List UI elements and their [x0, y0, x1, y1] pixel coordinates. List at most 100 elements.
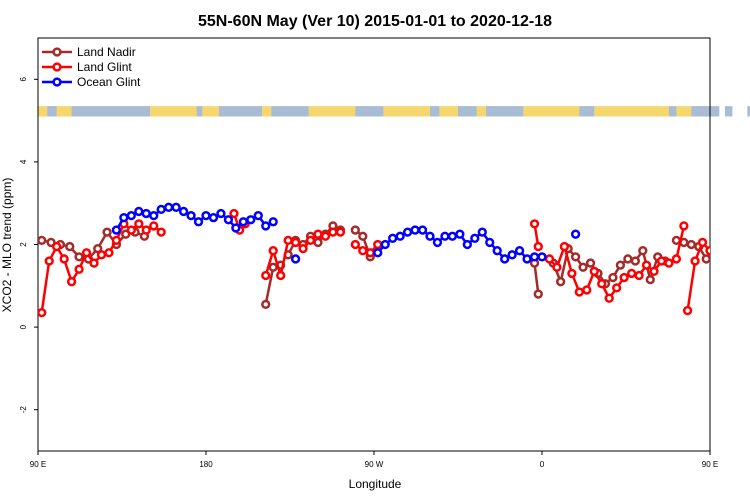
strip-ocean-block [196, 106, 203, 117]
data-point-ocean-glint [470, 233, 480, 243]
data-point-land-glint [290, 237, 301, 248]
series-line-ocean-glint [729, 207, 750, 228]
data-point-ocean-glint [141, 208, 151, 219]
data-point-ocean-glint [149, 210, 159, 221]
data-point-ocean-glint [388, 233, 398, 243]
data-point-ocean-glint [492, 246, 502, 256]
y-tick-label: 6 [19, 77, 28, 82]
data-point-ocean-glint [178, 206, 189, 217]
data-point-land-glint [141, 225, 151, 235]
data-point-land-glint [104, 248, 114, 258]
data-point-land-nadir [615, 260, 626, 270]
strip-ocean-block [668, 106, 677, 117]
data-point-ocean-glint [208, 213, 219, 223]
data-point-land-glint [305, 235, 316, 246]
data-point-land-glint [96, 250, 107, 260]
data-point-land-glint [365, 248, 375, 258]
legend-label: Land Nadir [77, 45, 136, 59]
strip-ocean-block [579, 106, 595, 117]
data-point-land-glint [705, 246, 710, 256]
data-point-land-nadir [556, 277, 566, 287]
y-tick-label: -2 [19, 406, 28, 414]
data-point-ocean-glint [164, 202, 174, 212]
x-tick-label: 0 [540, 460, 545, 469]
data-point-ocean-glint [522, 254, 532, 264]
data-point-ocean-glint [485, 237, 495, 248]
strip-ocean-block [430, 106, 440, 117]
data-point-land-glint [373, 239, 383, 250]
data-point-ocean-glint [410, 225, 420, 235]
data-point-ocean-glint [126, 210, 136, 221]
data-point-ocean-glint [462, 239, 472, 250]
data-point-land-glint [59, 254, 69, 264]
data-point-ocean-glint [740, 212, 747, 219]
x-tick-label: 90 E [702, 460, 718, 469]
data-point-ocean-glint [290, 254, 301, 264]
data-point-land-glint [619, 272, 629, 283]
data-point-land-nadir [718, 249, 725, 256]
data-point-ocean-glint [268, 217, 278, 227]
data-point-ocean-glint [156, 204, 166, 215]
data-point-ocean-glint [134, 206, 144, 217]
strip-ocean-block [691, 106, 720, 117]
data-point-land-glint [229, 208, 239, 219]
data-point-land-glint [283, 235, 293, 246]
data-point-ocean-glint [477, 227, 487, 237]
data-point-land-glint [714, 278, 721, 285]
data-point-land-glint [574, 287, 584, 297]
data-point-ocean-glint [193, 217, 204, 227]
data-point-land-glint [533, 241, 543, 252]
data-point-land-nadir [313, 237, 323, 248]
data-point-land-nadir [268, 262, 278, 272]
chart-title: 55N-60N May (Ver 10) 2015-01-01 to 2020-… [198, 13, 552, 30]
strip-ocean-block [458, 106, 477, 117]
series-layer [38, 202, 750, 318]
data-point-land-nadir [93, 243, 103, 254]
data-point-ocean-glint [514, 246, 525, 256]
data-point-land-glint [81, 248, 92, 258]
legend-swatch-marker [52, 62, 62, 72]
data-point-land-nadir [671, 235, 682, 246]
data-point-land-glint [722, 266, 729, 273]
legend-label: Ocean Glint [77, 75, 141, 89]
series-line-land-glint [686, 240, 710, 311]
data-point-land-glint [690, 256, 700, 266]
data-point-land-glint [604, 293, 614, 303]
data-point-ocean-glint [223, 215, 234, 225]
legend-item-ocean-glint: Ocean Glint [42, 75, 141, 89]
data-point-land-nadir [74, 252, 84, 262]
data-point-land-glint [298, 243, 308, 254]
strip-ocean-block [271, 106, 309, 117]
data-point-ocean-glint [201, 210, 211, 221]
series-land-glint [38, 208, 750, 318]
data-point-land-nadir [38, 235, 47, 246]
data-point-land-glint [358, 246, 368, 256]
data-point-ocean-glint [500, 254, 510, 264]
data-point-land-glint [350, 239, 360, 250]
y-tick-label: 4 [19, 159, 28, 164]
data-point-land-nadir [585, 258, 596, 268]
data-point-ocean-glint [402, 227, 413, 237]
x-tick-label: 90 E [30, 460, 46, 469]
data-point-land-glint [38, 307, 47, 318]
strip-ocean-block [486, 106, 524, 117]
data-point-land-nadir [102, 227, 112, 237]
data-point-land-glint [313, 229, 323, 239]
data-point-land-glint [261, 270, 271, 281]
y-tick-label: 0 [19, 324, 28, 329]
data-point-land-glint [552, 262, 562, 272]
data-point-ocean-glint [447, 231, 458, 241]
data-point-ocean-glint [395, 231, 405, 241]
y-axis-label: XCO2 - MLO trend (ppm) [0, 178, 14, 313]
data-point-land-glint [744, 251, 750, 258]
data-point-land-glint [656, 256, 667, 266]
strip-ocean-block [47, 106, 57, 117]
data-point-land-glint [634, 270, 644, 281]
x-axis-label: Longitude [349, 477, 402, 491]
data-point-ocean-glint [216, 208, 226, 219]
data-point-ocean-glint [537, 252, 547, 262]
data-point-land-glint [111, 235, 122, 246]
data-point-ocean-glint [380, 239, 390, 250]
data-point-ocean-glint [171, 202, 181, 212]
